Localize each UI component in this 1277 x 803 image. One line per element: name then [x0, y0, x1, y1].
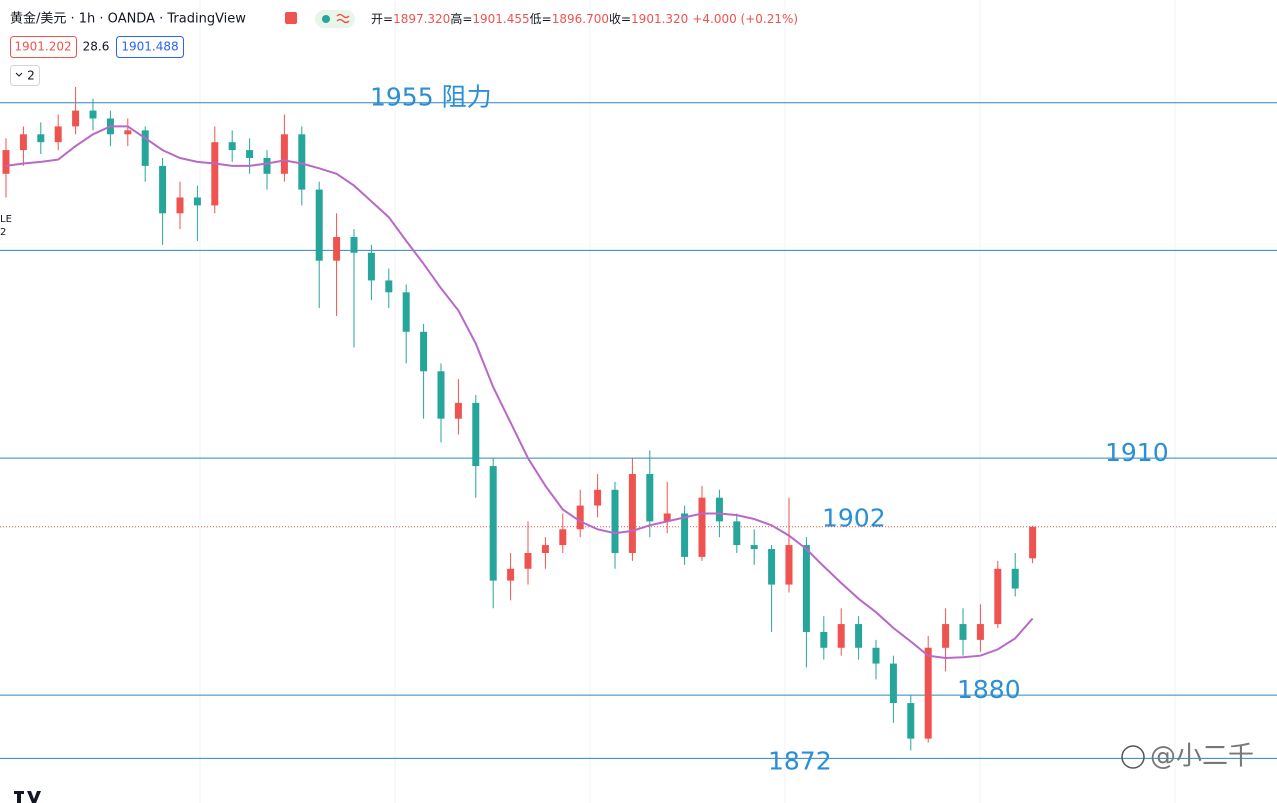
candle-body	[594, 489, 602, 506]
flag-icon	[285, 12, 297, 24]
level-label: 1955 阻力	[370, 83, 492, 112]
candle-body	[681, 513, 689, 557]
candle-body	[472, 402, 480, 467]
candle-body	[541, 545, 549, 553]
toggle-wave	[336, 13, 350, 24]
candle-body	[646, 473, 654, 522]
ohlc-label: 低=	[530, 12, 552, 26]
watermark-text: @小二千	[1150, 742, 1254, 772]
ask-box[interactable]	[116, 36, 184, 58]
candle-body	[924, 647, 932, 739]
toggle-dot	[322, 15, 330, 23]
candle-body	[907, 703, 915, 739]
candle-body	[2, 150, 10, 174]
bid-box[interactable]	[10, 36, 77, 58]
ohlc-value: 1897.320	[393, 12, 450, 26]
candle-body	[837, 624, 845, 648]
candle-body	[454, 402, 462, 419]
tv-logo	[14, 791, 41, 803]
candle-body	[385, 280, 393, 293]
candle-body	[820, 631, 828, 648]
candle-body	[889, 663, 897, 704]
candle-body	[942, 624, 950, 648]
candle-body	[89, 110, 97, 119]
chevron	[15, 72, 23, 77]
plot: 1955 阻力 1910 1880 1872 1902	[0, 83, 1277, 775]
candle-body	[193, 197, 201, 206]
ohlc-value: 1901.320	[631, 12, 688, 26]
candle-body	[768, 549, 776, 585]
ask: 1901.488	[121, 40, 178, 54]
spread: 28.6	[83, 40, 110, 54]
candle-body	[437, 371, 445, 419]
candle-body	[1029, 526, 1037, 559]
annotation: 1902	[822, 503, 886, 532]
ohlc-label: 高=	[450, 11, 472, 26]
candle-body	[141, 130, 149, 166]
candle-body	[872, 647, 880, 664]
candle-body	[176, 197, 184, 214]
candle-body	[159, 165, 167, 214]
watermark-logo	[1121, 745, 1145, 769]
candle-body	[333, 236, 341, 261]
candle-body	[976, 624, 984, 640]
candle-body	[489, 466, 497, 581]
edge-text: 2	[0, 227, 6, 238]
candle-body	[37, 134, 45, 143]
watermark: @小二千	[1121, 742, 1254, 772]
candle-body	[367, 252, 375, 281]
ohlc: 开=1897.320高=1901.455低=1896.700收=1901.320…	[371, 11, 798, 26]
candle-body	[611, 489, 619, 553]
candle-body	[350, 236, 358, 253]
candle-body	[1011, 568, 1019, 589]
ohlc-value: 1901.455	[472, 12, 529, 26]
candle-body	[855, 624, 863, 648]
candle-body	[280, 134, 288, 174]
candle-body	[698, 497, 706, 557]
level-label: 1880	[957, 675, 1021, 704]
ohlc-change: +4.000 (+0.21%)	[692, 12, 798, 26]
moving-average	[5, 125, 1034, 660]
candle-body	[124, 130, 132, 135]
candle-body	[715, 497, 723, 522]
candle-body	[750, 545, 758, 550]
symbol: 黄金/美元 · 1h · OANDA · TradingView	[10, 11, 246, 27]
indicator-toggle[interactable]	[10, 65, 40, 86]
candle-body	[959, 624, 967, 640]
candle-body	[263, 157, 271, 174]
candle-body	[524, 552, 532, 569]
level-label: 1910	[1105, 438, 1169, 467]
header: 黄金/美元 · 1h · OANDA · TradingView 开=1897.…	[0, 10, 798, 238]
ohlc-label: 收=	[609, 12, 631, 26]
candle-body	[576, 505, 584, 530]
candle-body	[507, 568, 515, 581]
candle-body	[628, 473, 636, 553]
candle-body	[228, 142, 236, 151]
edge-text: LE	[0, 214, 12, 225]
candle-body	[420, 331, 428, 372]
candle-body	[315, 189, 323, 261]
candle-body	[54, 126, 62, 143]
candle-body	[733, 521, 741, 546]
level-label: 1872	[768, 746, 832, 775]
candle-body	[72, 110, 80, 127]
candle-body	[298, 134, 306, 190]
candle-body	[802, 545, 810, 632]
candle-body	[19, 134, 27, 151]
candle-body	[559, 529, 567, 546]
indicator-count: 2	[27, 69, 35, 83]
candle-body	[246, 150, 254, 158]
toggle[interactable]	[315, 10, 355, 28]
bid: 1901.202	[14, 40, 71, 54]
candle-body	[785, 545, 793, 585]
ohlc-label: 开=	[371, 12, 393, 26]
candle-body	[994, 568, 1002, 625]
ohlc-value: 1896.700	[552, 12, 609, 26]
candle-body	[211, 142, 219, 206]
candle-body	[663, 513, 671, 522]
candle-body	[402, 292, 410, 332]
grid	[199, 0, 1176, 803]
